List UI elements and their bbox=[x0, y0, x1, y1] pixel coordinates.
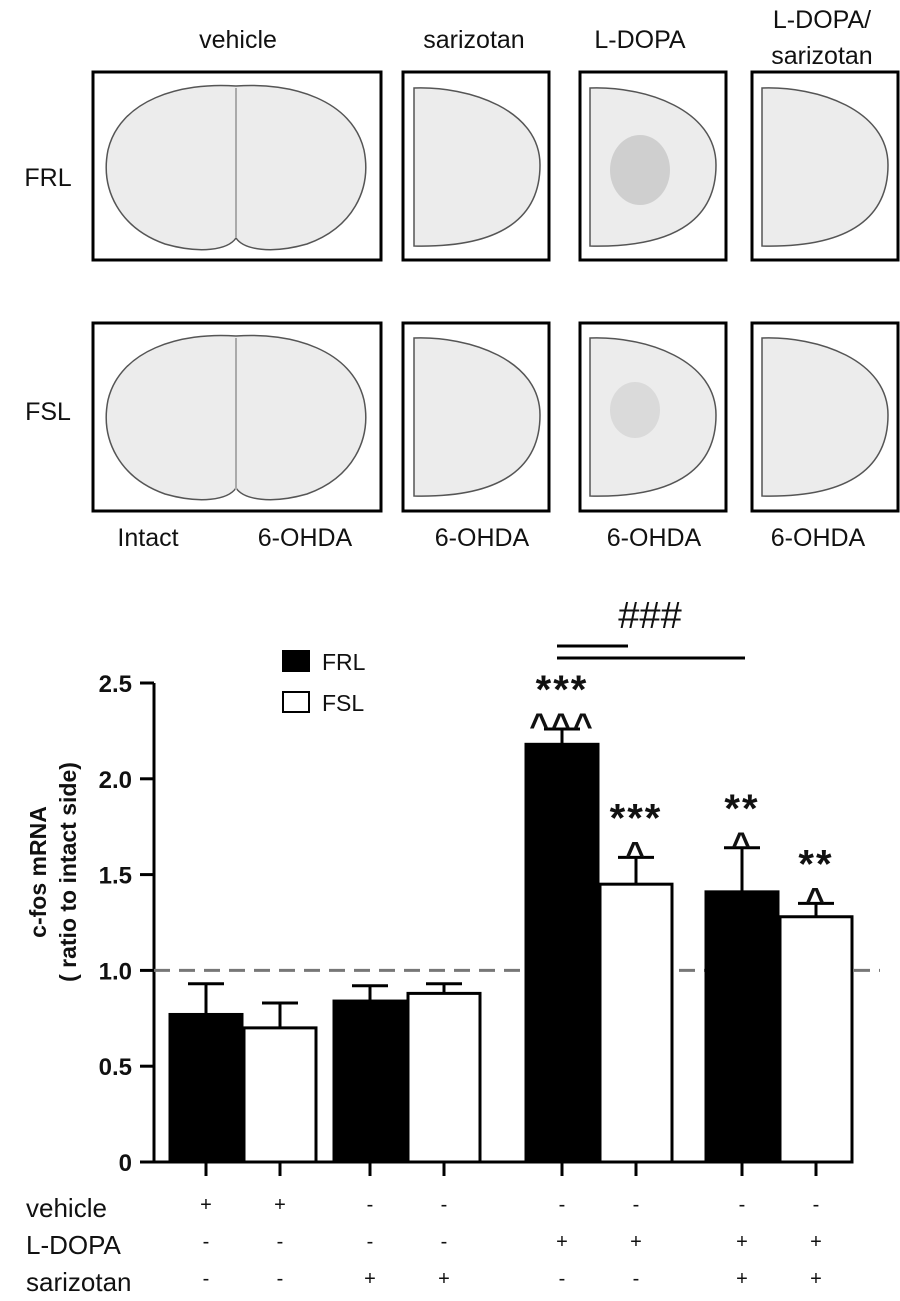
legend-swatch-frl bbox=[282, 650, 310, 672]
brain-section-frl-l-dopa-sarizotan bbox=[761, 87, 889, 247]
y-axis-label-line1: c-fos mRNA bbox=[25, 806, 51, 938]
bar-fsl-2 bbox=[242, 1026, 318, 1164]
y-tick-label: 1.0 bbox=[99, 958, 132, 985]
treatment-sign: - bbox=[367, 1194, 374, 1216]
bar-frl-5 bbox=[524, 742, 600, 1164]
y-ticks: 0 0.5 1.0 1.5 2.0 2.5 bbox=[99, 671, 154, 1177]
bar-frl-7 bbox=[704, 890, 780, 1164]
treatment-sign: + bbox=[274, 1194, 286, 1216]
treatment-sign: + bbox=[810, 1231, 822, 1253]
autoradiograph-panels: vehicle sarizotan L-DOPA L-DOPA/ sarizot… bbox=[24, 6, 900, 552]
bar-annotations: ***^^^***^**^ **^ bbox=[529, 668, 833, 919]
treatment-sign: + bbox=[810, 1268, 822, 1290]
y-axis-label-line2: ( ratio to intact side) bbox=[55, 762, 81, 982]
significance-stars: ** bbox=[798, 842, 833, 886]
bottom-label-intact: Intact bbox=[117, 524, 178, 552]
brain-section-fsl-sarizotan bbox=[413, 337, 541, 497]
treatment-sign: + bbox=[364, 1268, 376, 1290]
treatment-sign: + bbox=[438, 1268, 450, 1290]
bar-fsl-6 bbox=[598, 882, 674, 1164]
significance-carets: ^ bbox=[731, 826, 753, 864]
treatment-label-l-dopa: L-DOPA bbox=[26, 1230, 122, 1260]
row-label-frl: FRL bbox=[24, 164, 71, 192]
column-header-l-dopa-sarizotan-line1: L-DOPA/ bbox=[773, 6, 871, 34]
row-label-fsl: FSL bbox=[25, 398, 71, 426]
brain-section-frl-sarizotan bbox=[413, 87, 541, 247]
bar-fsl-8 bbox=[778, 915, 854, 1164]
treatment-sign: - bbox=[277, 1268, 284, 1290]
bar-frl-1 bbox=[168, 1012, 244, 1164]
bar-chart: c-fos mRNA ( ratio to intact side) 0 0.5 1… bbox=[25, 595, 880, 1297]
treatment-sign: - bbox=[203, 1231, 210, 1253]
column-header-vehicle: vehicle bbox=[199, 26, 277, 54]
treatment-sign: - bbox=[633, 1194, 640, 1216]
treatment-sign: + bbox=[200, 1194, 212, 1216]
column-header-l-dopa: L-DOPA bbox=[594, 26, 686, 54]
y-tick-label: 1.5 bbox=[99, 863, 132, 890]
treatment-sign: + bbox=[630, 1231, 642, 1253]
significance-bracket: ### bbox=[557, 595, 745, 660]
x-ticks bbox=[204, 1162, 818, 1176]
column-header-sarizotan: sarizotan bbox=[423, 26, 524, 54]
treatment-table: vehicle + + - - - - - - L-DOPA - - - - + + + + sarizotan - -… bbox=[26, 1193, 822, 1297]
y-tick-label: 2.5 bbox=[99, 671, 132, 698]
significance-stars: *** bbox=[536, 668, 589, 712]
treatment-sign: + bbox=[736, 1268, 748, 1290]
significance-carets: ^ bbox=[625, 835, 647, 873]
treatment-sign: + bbox=[736, 1231, 748, 1253]
legend: FRL FSL bbox=[282, 649, 366, 716]
y-tick-label: 0 bbox=[119, 1150, 132, 1177]
treatment-sign: - bbox=[203, 1268, 210, 1290]
bottom-label-6-ohda-sarizotan: 6-OHDA bbox=[435, 524, 530, 552]
treatment-sign: - bbox=[559, 1268, 566, 1290]
bar-fsl-4 bbox=[406, 991, 482, 1164]
treatment-sign: - bbox=[813, 1194, 820, 1216]
treatment-sign: - bbox=[441, 1194, 448, 1216]
legend-swatch-fsl bbox=[282, 691, 310, 713]
treatment-sign: - bbox=[559, 1194, 566, 1216]
legend-label-frl: FRL bbox=[322, 649, 366, 675]
column-header-l-dopa-sarizotan-line2: sarizotan bbox=[771, 42, 872, 70]
y-tick-label: 2.0 bbox=[99, 767, 132, 794]
bar-frl-3 bbox=[332, 999, 408, 1164]
bottom-label-6-ohda-l-dopa: 6-OHDA bbox=[607, 524, 702, 552]
significance-stars: ** bbox=[724, 787, 759, 831]
treatment-sign: - bbox=[441, 1231, 448, 1253]
treatment-label-vehicle: vehicle bbox=[26, 1193, 107, 1223]
brain-section-images bbox=[105, 84, 889, 501]
bottom-label-6-ohda-l-dopa-sarizotan: 6-OHDA bbox=[771, 524, 866, 552]
legend-label-fsl: FSL bbox=[322, 690, 364, 716]
significance-hash: ### bbox=[618, 595, 681, 637]
treatment-label-sarizotan: sarizotan bbox=[26, 1267, 132, 1297]
treatment-sign: - bbox=[633, 1268, 640, 1290]
treatment-sign: - bbox=[367, 1231, 374, 1253]
treatment-sign: + bbox=[556, 1231, 568, 1253]
y-tick-label: 0.5 bbox=[99, 1054, 132, 1081]
brain-section-fsl-l-dopa-sarizotan bbox=[761, 337, 889, 497]
significance-carets: ^ bbox=[805, 881, 827, 919]
treatment-sign: - bbox=[277, 1231, 284, 1253]
treatment-sign: - bbox=[739, 1194, 746, 1216]
significance-carets: ^^^ bbox=[529, 707, 595, 745]
bottom-label-6-ohda-vehicle: 6-OHDA bbox=[258, 524, 353, 552]
bars bbox=[168, 727, 854, 1164]
significance-stars: *** bbox=[610, 796, 663, 840]
